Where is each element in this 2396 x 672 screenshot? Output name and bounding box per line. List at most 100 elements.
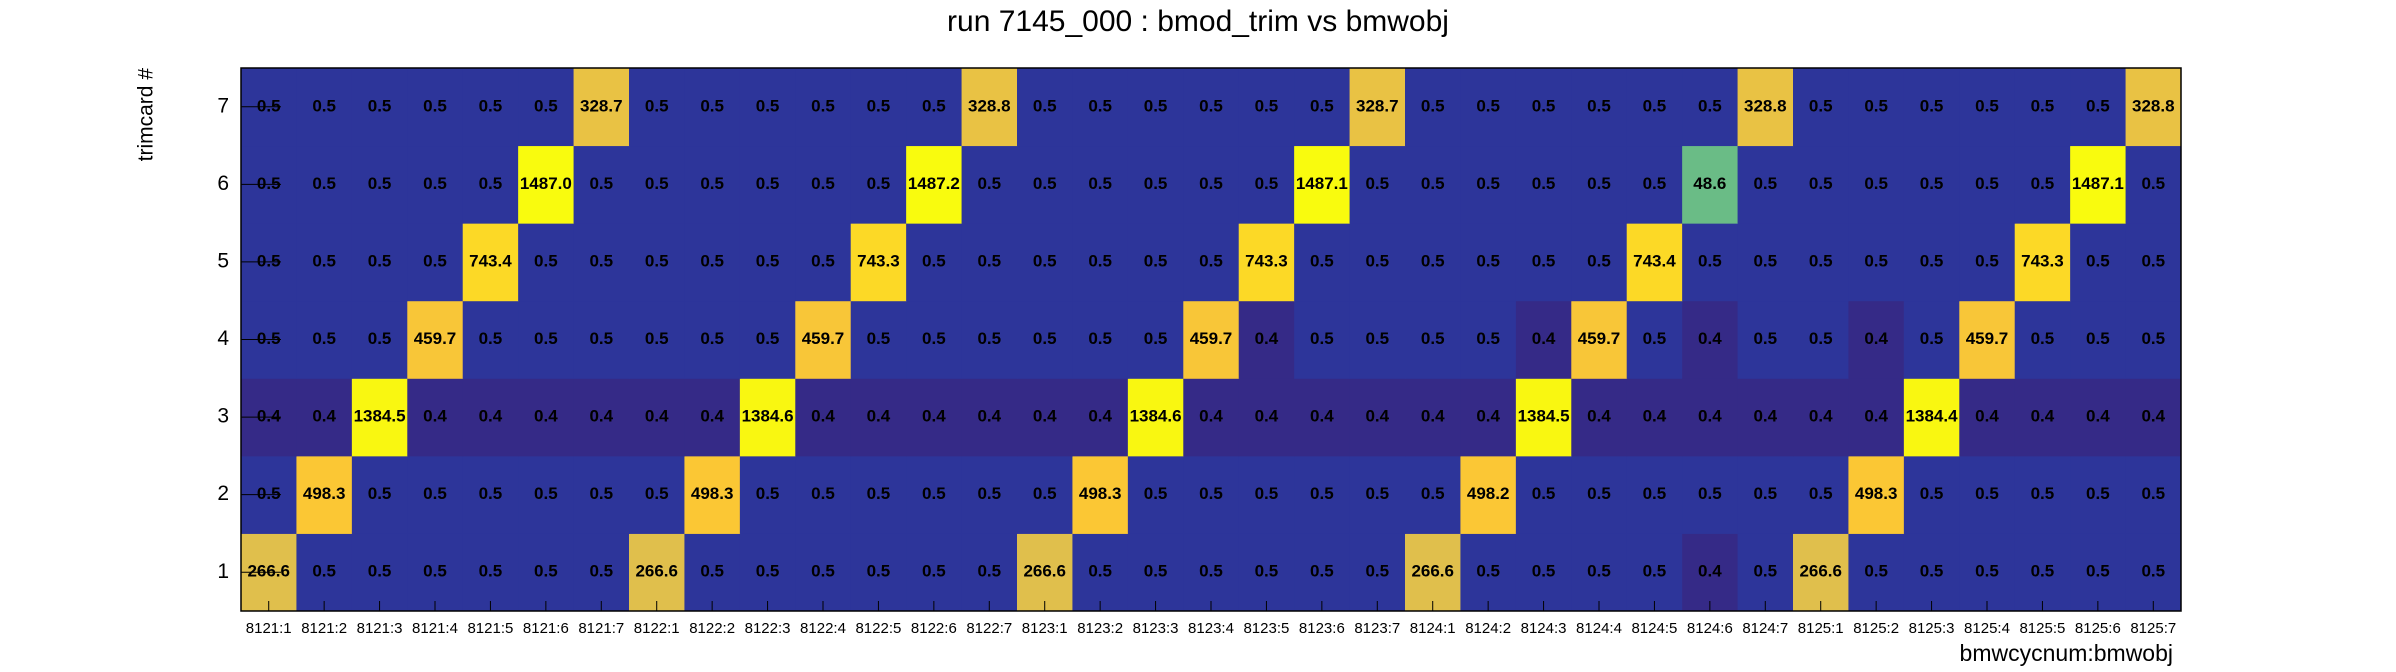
cell <box>1737 455 1794 534</box>
cell-label: 0.5 <box>368 251 392 270</box>
cell-label: 0.5 <box>1310 562 1334 581</box>
cell-label: 0.4 <box>1975 407 1999 426</box>
cell-label: 0.5 <box>257 174 281 193</box>
cell-label: 498.3 <box>691 484 734 503</box>
cell <box>1349 533 1406 612</box>
cell <box>1903 145 1960 224</box>
cell-label: 0.5 <box>2031 329 2055 348</box>
x-tick-label: 8122:2 <box>689 620 735 637</box>
cell-label: 0.5 <box>1643 484 1667 503</box>
cell <box>850 68 907 147</box>
cell-label: 0.5 <box>1144 96 1168 115</box>
cell <box>518 378 575 457</box>
cell <box>1515 223 1572 302</box>
cell <box>462 300 519 379</box>
cell <box>518 533 575 612</box>
cell <box>906 300 963 379</box>
cell <box>629 378 685 457</box>
cell-label: 0.5 <box>1088 329 1112 348</box>
cell <box>850 533 907 612</box>
cell <box>2014 145 2071 224</box>
cell-label: 0.5 <box>1255 562 1279 581</box>
cell <box>1238 455 1295 534</box>
cell-label: 0.5 <box>1753 251 1777 270</box>
x-tick-label: 8121:3 <box>357 620 403 637</box>
cell-label: 0.5 <box>1144 174 1168 193</box>
cell <box>795 145 852 224</box>
x-tick-label: 8124:5 <box>1631 620 1677 637</box>
cell-label: 498.3 <box>303 484 346 503</box>
cell-label: 0.5 <box>1587 174 1611 193</box>
cell-label: 0.5 <box>2086 329 2110 348</box>
cell <box>1626 455 1683 534</box>
cell <box>1183 533 1240 612</box>
chart-title: run 7145_000 : bmod_trim vs bmwobj <box>947 5 1449 38</box>
cell <box>795 300 852 379</box>
cell-label: 0.4 <box>1587 407 1611 426</box>
cell-label: 0.5 <box>1255 96 1279 115</box>
cell-label: 0.5 <box>2086 96 2110 115</box>
cell <box>961 145 1018 224</box>
cell <box>1515 533 1572 612</box>
cell-label: 0.5 <box>645 329 669 348</box>
cell-label: 0.5 <box>1920 251 1944 270</box>
cell <box>1571 68 1628 147</box>
cell-label: 0.5 <box>423 484 447 503</box>
cell-label: 0.5 <box>1864 251 1888 270</box>
cell <box>1127 68 1184 147</box>
cell <box>1793 223 1849 302</box>
x-tick-label: 8123:3 <box>1133 620 1179 637</box>
cell <box>2070 68 2127 147</box>
cell <box>1460 223 1517 302</box>
cell <box>739 533 796 612</box>
cell-label: 0.5 <box>257 96 281 115</box>
cell-label: 0.5 <box>1753 562 1777 581</box>
y-tick-label: 6 <box>217 172 229 195</box>
cell <box>1127 223 1184 302</box>
cell <box>1017 455 1073 534</box>
cell-label: 0.5 <box>700 329 724 348</box>
cell <box>1238 68 1295 147</box>
cell-label: 0.5 <box>1365 329 1389 348</box>
cell-label: 0.5 <box>756 251 780 270</box>
cell-label: 0.5 <box>867 96 891 115</box>
cell <box>1626 68 1683 147</box>
cell-label: 0.5 <box>922 96 946 115</box>
cell-label: 0.4 <box>1809 407 1833 426</box>
cell-label: 0.5 <box>2141 174 2165 193</box>
cell-label: 0.5 <box>2086 251 2110 270</box>
cell-label: 0.5 <box>1587 96 1611 115</box>
cell <box>906 68 963 147</box>
cell <box>1238 378 1295 457</box>
cell <box>1571 300 1628 379</box>
cell <box>2125 378 2182 457</box>
cell <box>961 300 1018 379</box>
cell <box>1017 533 1073 612</box>
x-tick-label: 8121:6 <box>523 620 569 637</box>
cell <box>1571 223 1628 302</box>
cell <box>1294 533 1351 612</box>
cell <box>1682 378 1739 457</box>
cell <box>1127 455 1184 534</box>
x-tick-label: 8125:4 <box>1964 620 2010 637</box>
cell-label: 0.5 <box>1920 329 1944 348</box>
cell <box>518 455 575 534</box>
cell-label: 0.5 <box>1476 329 1500 348</box>
cell <box>573 378 630 457</box>
cell <box>1460 533 1517 612</box>
cell <box>1903 300 1960 379</box>
cell <box>573 300 630 379</box>
cell <box>1848 378 1905 457</box>
cell-label: 459.7 <box>1578 329 1621 348</box>
cell-label: 0.5 <box>1975 96 1999 115</box>
cell <box>1294 223 1351 302</box>
cell-label: 743.4 <box>1633 251 1676 270</box>
cell-label: 0.5 <box>479 562 503 581</box>
cell-label: 0.5 <box>1698 96 1722 115</box>
cell-label: 0.4 <box>811 407 835 426</box>
x-tick-label: 8125:1 <box>1798 620 1844 637</box>
cell-label: 0.5 <box>1920 484 1944 503</box>
cell-label: 0.5 <box>1532 562 1556 581</box>
cell-label: 0.5 <box>1753 174 1777 193</box>
cell-label: 0.4 <box>423 407 447 426</box>
